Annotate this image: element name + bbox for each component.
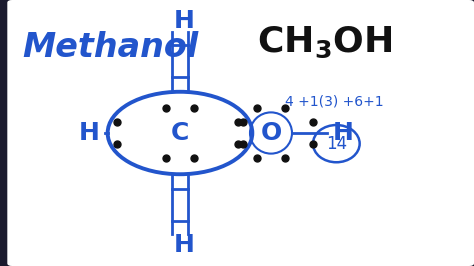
Text: $\mathbf{CH_3OH}$: $\mathbf{CH_3OH}$ — [257, 25, 392, 60]
Text: H: H — [333, 121, 354, 145]
Text: H: H — [174, 9, 195, 33]
Text: 14: 14 — [326, 135, 347, 153]
Text: H: H — [79, 121, 100, 145]
Text: C: C — [171, 121, 189, 145]
Text: 4 +1(3) +6+1: 4 +1(3) +6+1 — [285, 94, 383, 108]
FancyBboxPatch shape — [7, 0, 474, 266]
Text: Methanol: Methanol — [22, 31, 198, 64]
Text: H: H — [174, 233, 195, 257]
Text: O: O — [260, 121, 282, 145]
